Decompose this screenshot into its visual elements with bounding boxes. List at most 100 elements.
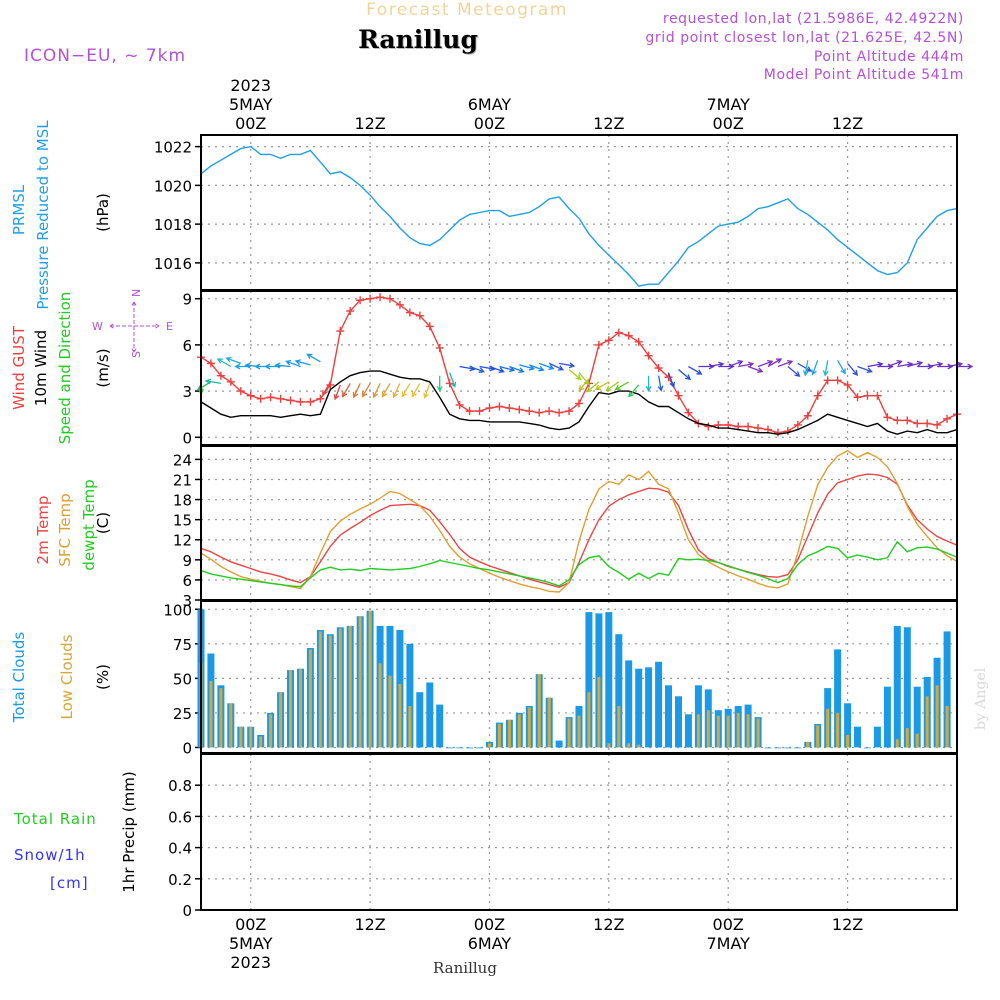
gust-marker	[863, 391, 872, 400]
total-cloud-bar	[605, 612, 613, 748]
gust-marker	[226, 377, 235, 386]
panel-title: 10m Wind	[32, 330, 50, 406]
low-cloud-bar	[517, 714, 521, 748]
gust-marker	[336, 327, 345, 336]
wind-arrow	[568, 369, 582, 381]
low-cloud-bar	[567, 718, 571, 748]
gust-marker	[475, 407, 484, 416]
low-cloud-bar	[308, 649, 312, 748]
low-cloud-bar	[905, 728, 909, 748]
gust-marker	[654, 364, 663, 372]
wind-arrow	[285, 359, 301, 368]
low-cloud-bar	[696, 714, 700, 748]
legend-total-rain: Total Rain	[13, 810, 97, 828]
low-cloud-bar	[746, 714, 750, 748]
watermark: by Angel	[973, 667, 989, 730]
low-cloud-bar	[408, 706, 412, 748]
wind-arrow	[489, 365, 505, 373]
low-cloud-bar	[269, 714, 273, 748]
total-cloud-bar	[406, 643, 414, 748]
y-tick-label: 0.8	[168, 777, 192, 795]
y-tick-label: 0	[182, 429, 192, 447]
wind-arrow	[727, 359, 744, 368]
wind-arrow	[548, 362, 565, 371]
time-label-top: 5MAY	[229, 95, 273, 114]
pressure-prmsl-line	[200, 145, 958, 287]
panel-title: Speed and Direction	[56, 292, 74, 445]
low-cloud-bar	[915, 733, 919, 748]
total-cloud-bar	[446, 747, 454, 749]
temperature-ylabel: (C)	[94, 512, 112, 534]
low-cloud-bar	[488, 743, 491, 748]
gust-marker	[873, 391, 882, 400]
low-cloud-bar	[368, 610, 372, 748]
time-label-bottom: 00Z	[235, 915, 266, 934]
low-cloud-bar	[239, 726, 243, 748]
low-cloud-bar	[279, 692, 283, 748]
time-label-bottom: 00Z	[474, 915, 505, 934]
subtitle-forecast-meteogram: Forecast Meteogram	[366, 0, 568, 20]
gust-marker	[306, 397, 315, 406]
gust-marker	[515, 405, 524, 414]
legend-snow: Snow/1h	[14, 846, 86, 864]
gust-marker	[813, 391, 822, 400]
low-cloud-bar	[348, 625, 352, 748]
wind-arrow	[857, 365, 873, 373]
wind-arrow	[459, 365, 476, 372]
low-cloud-bar	[627, 743, 631, 748]
wind-arrow	[747, 365, 764, 373]
gust-marker	[943, 414, 952, 423]
gust-marker	[316, 394, 325, 403]
time-label-bottom: 6MAY	[468, 934, 512, 953]
y-tick-label: 1020	[154, 177, 192, 195]
wind-arrow	[509, 365, 525, 373]
total-cloud-bar	[585, 612, 593, 748]
temperature-dewpt-temp-line	[200, 540, 958, 588]
wind-arrow	[342, 383, 351, 398]
wind-arrow	[294, 359, 311, 366]
low-cloud-bar	[736, 712, 740, 748]
low-cloud-bar	[259, 736, 263, 748]
wind-arrow	[837, 359, 846, 375]
precip-panel: 0 0.2 0.4 0.6 0.8 1hr Precip (mm)	[120, 753, 958, 920]
total-cloud-bar	[456, 747, 464, 749]
gust-marker	[604, 336, 613, 345]
gust-marker	[843, 380, 852, 389]
temperature-frame	[200, 445, 958, 601]
wind-wind-gust-line	[200, 296, 958, 434]
wind-arrow	[957, 363, 974, 370]
time-label-bottom: 7MAY	[706, 934, 750, 953]
total-cloud-bar	[555, 740, 563, 748]
gust-marker	[853, 393, 862, 402]
wind-arrow	[822, 360, 829, 377]
panel-title: Low Clouds	[58, 634, 76, 719]
wind-arrow	[594, 381, 610, 391]
gust-marker	[594, 340, 603, 349]
gust-marker	[366, 294, 375, 303]
low-cloud-bar	[547, 697, 551, 748]
time-label-bottom: 12Z	[593, 915, 624, 934]
wind-arrow	[718, 363, 735, 370]
gust-marker	[296, 397, 305, 406]
y-tick-label: 0.4	[168, 840, 192, 858]
gust-marker	[346, 307, 355, 316]
total-cloud-bar	[903, 627, 911, 748]
y-tick-label: 3	[182, 383, 192, 401]
wind-arrow	[372, 383, 381, 399]
precip-ylabel: 1hr Precip (mm)	[120, 771, 138, 892]
y-tick-label: 21	[173, 471, 192, 489]
wind-ylabel: (m/s)	[94, 348, 112, 387]
y-tick-label: 18	[173, 492, 192, 510]
low-cloud-bar	[826, 708, 830, 748]
low-cloud-bar	[328, 635, 332, 748]
low-cloud-bar	[587, 692, 591, 748]
gust-marker	[376, 293, 385, 302]
wind-arrow	[797, 362, 812, 372]
y-tick-label: 25	[173, 705, 192, 723]
gust-marker	[425, 322, 434, 331]
wind-arrow	[381, 383, 391, 398]
low-cloud-bar	[895, 739, 899, 748]
gust-marker	[276, 394, 285, 403]
y-tick-label: 6	[182, 572, 192, 590]
total-cloud-bar	[684, 714, 692, 748]
